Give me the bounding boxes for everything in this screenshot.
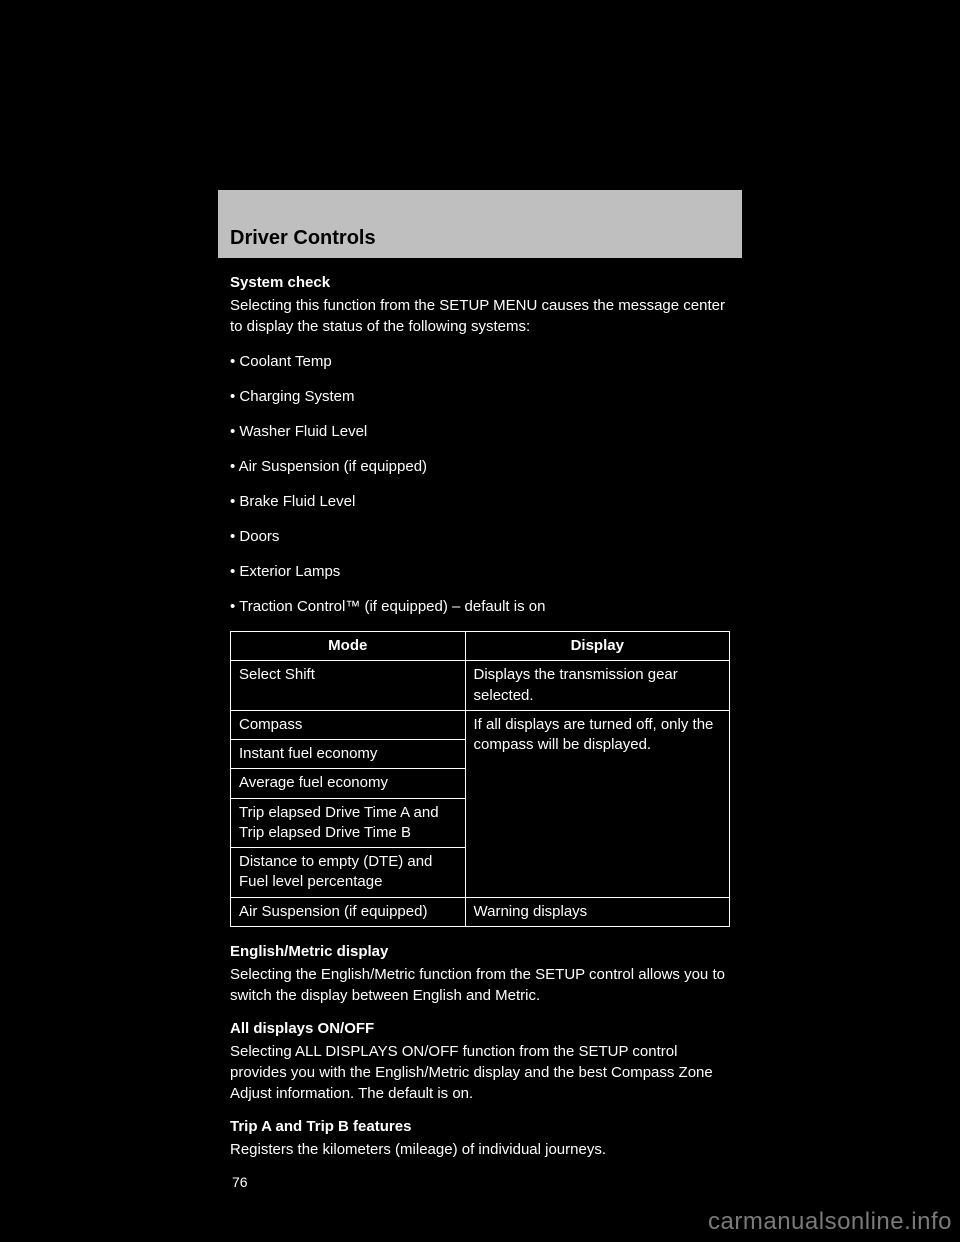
cell-mode: Average fuel economy: [231, 769, 466, 798]
cell-mode: Trip elapsed Drive Time A and Trip elaps…: [231, 798, 466, 848]
manual-page: Driver Controls System check Selecting t…: [218, 190, 742, 1190]
mode-display-table: Mode Display Select Shift Displays the t…: [230, 631, 730, 927]
watermark-text: carmanualsonline.info: [708, 1208, 952, 1236]
paragraph-english-metric: Selecting the English/Metric function fr…: [230, 964, 730, 1006]
feature-brake-fluid: • Brake Fluid Level: [230, 491, 730, 512]
col-header-display: Display: [465, 632, 729, 661]
feature-air-suspension: • Air Suspension (if equipped): [230, 456, 730, 477]
feature-doors: • Doors: [230, 526, 730, 547]
paragraph-system-check: Selecting this function from the SETUP M…: [230, 295, 730, 337]
feature-coolant-temp: • Coolant Temp: [230, 351, 730, 372]
heading-english-metric: English/Metric display: [230, 943, 730, 960]
table-header-row: Mode Display: [231, 632, 730, 661]
feature-washer-fluid: • Washer Fluid Level: [230, 421, 730, 442]
table-row: Compass If all displays are turned off, …: [231, 710, 730, 739]
table-row: Air Suspension (if equipped) Warning dis…: [231, 897, 730, 926]
cell-mode: Select Shift: [231, 661, 466, 711]
cell-mode: Compass: [231, 710, 466, 739]
heading-trip-features: Trip A and Trip B features: [230, 1118, 730, 1135]
feature-exterior-lamps: • Exterior Lamps: [230, 561, 730, 582]
table-row: Select Shift Displays the transmission g…: [231, 661, 730, 711]
cell-display: Warning displays: [465, 897, 729, 926]
feature-charging-system: • Charging System: [230, 386, 730, 407]
page-number: 76: [230, 1174, 730, 1190]
section-title: Driver Controls: [230, 227, 376, 250]
page-body: System check Selecting this function fro…: [218, 258, 742, 1190]
cell-mode: Distance to empty (DTE) and Fuel level p…: [231, 848, 466, 898]
paragraph-trip-features: Registers the kilometers (mileage) of in…: [230, 1139, 730, 1160]
cell-display: Displays the transmission gear selected.: [465, 661, 729, 711]
feature-traction-control: • Traction Control™ (if equipped) – defa…: [230, 596, 730, 617]
section-header-bar: Driver Controls: [218, 190, 742, 258]
paragraph-all-displays: Selecting ALL DISPLAYS ON/OFF function f…: [230, 1041, 730, 1104]
cell-display-merged: If all displays are turned off, only the…: [465, 710, 729, 897]
heading-all-displays: All displays ON/OFF: [230, 1020, 730, 1037]
cell-mode: Instant fuel economy: [231, 740, 466, 769]
cell-mode: Air Suspension (if equipped): [231, 897, 466, 926]
col-header-mode: Mode: [231, 632, 466, 661]
heading-system-check: System check: [230, 274, 730, 291]
